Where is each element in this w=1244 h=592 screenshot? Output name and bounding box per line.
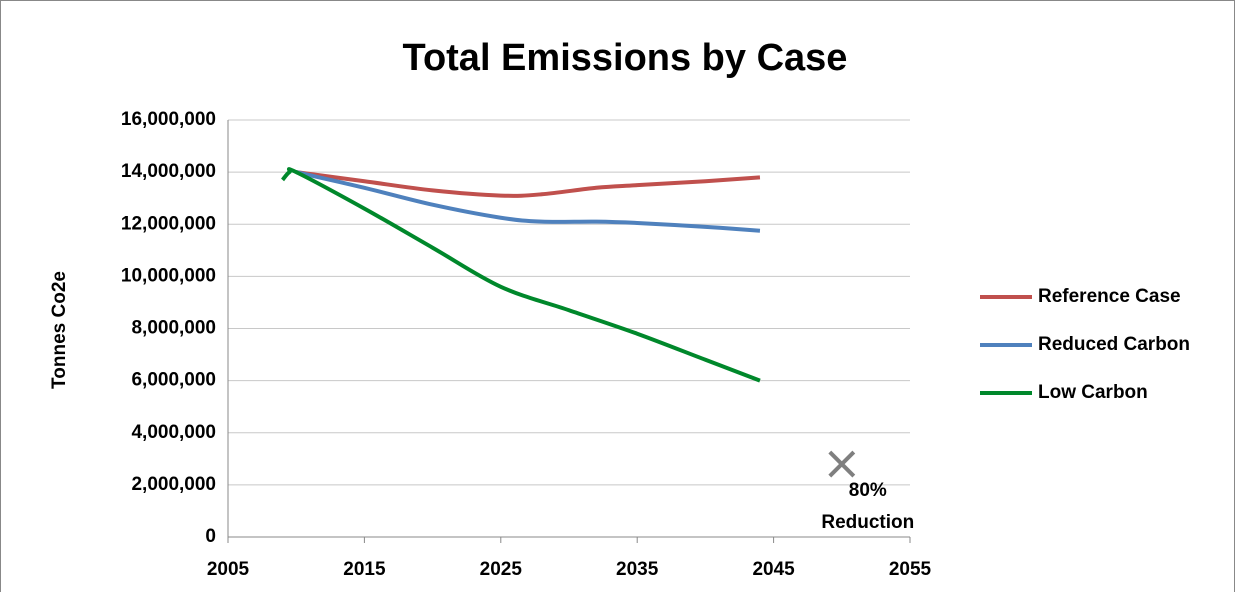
y-tick-label: 0	[205, 526, 216, 547]
legend-label: Low Carbon	[1038, 382, 1148, 403]
y-tick-label: 12,000,000	[121, 213, 216, 234]
y-tick-label: 16,000,000	[121, 109, 216, 130]
series-line	[295, 170, 761, 233]
y-tick-label: 4,000,000	[131, 422, 216, 443]
x-tick-label: 2035	[616, 559, 659, 580]
series-line	[281, 167, 761, 383]
y-tick-label: 14,000,000	[121, 161, 216, 182]
series-line	[295, 170, 761, 198]
legend-label: Reference Case	[1038, 286, 1181, 307]
x-tick-label: 2015	[343, 559, 386, 580]
x-tick-label: 2055	[889, 559, 932, 580]
chart-title: Total Emissions by Case	[403, 37, 848, 79]
target-label: Reduction	[821, 512, 914, 533]
y-axis-label: Tonnes Co2e	[49, 271, 70, 389]
y-tick-label: 6,000,000	[131, 370, 216, 391]
x-tick-label: 2045	[752, 559, 795, 580]
y-tick-label: 2,000,000	[131, 474, 216, 495]
target-label: 80%	[849, 480, 887, 501]
target-marker	[828, 450, 856, 478]
legend-label: Reduced Carbon	[1038, 334, 1190, 355]
x-tick-label: 2025	[480, 559, 523, 580]
y-tick-label: 8,000,000	[131, 318, 216, 339]
x-tick-label: 2005	[207, 559, 250, 580]
y-tick-label: 10,000,000	[121, 265, 216, 286]
